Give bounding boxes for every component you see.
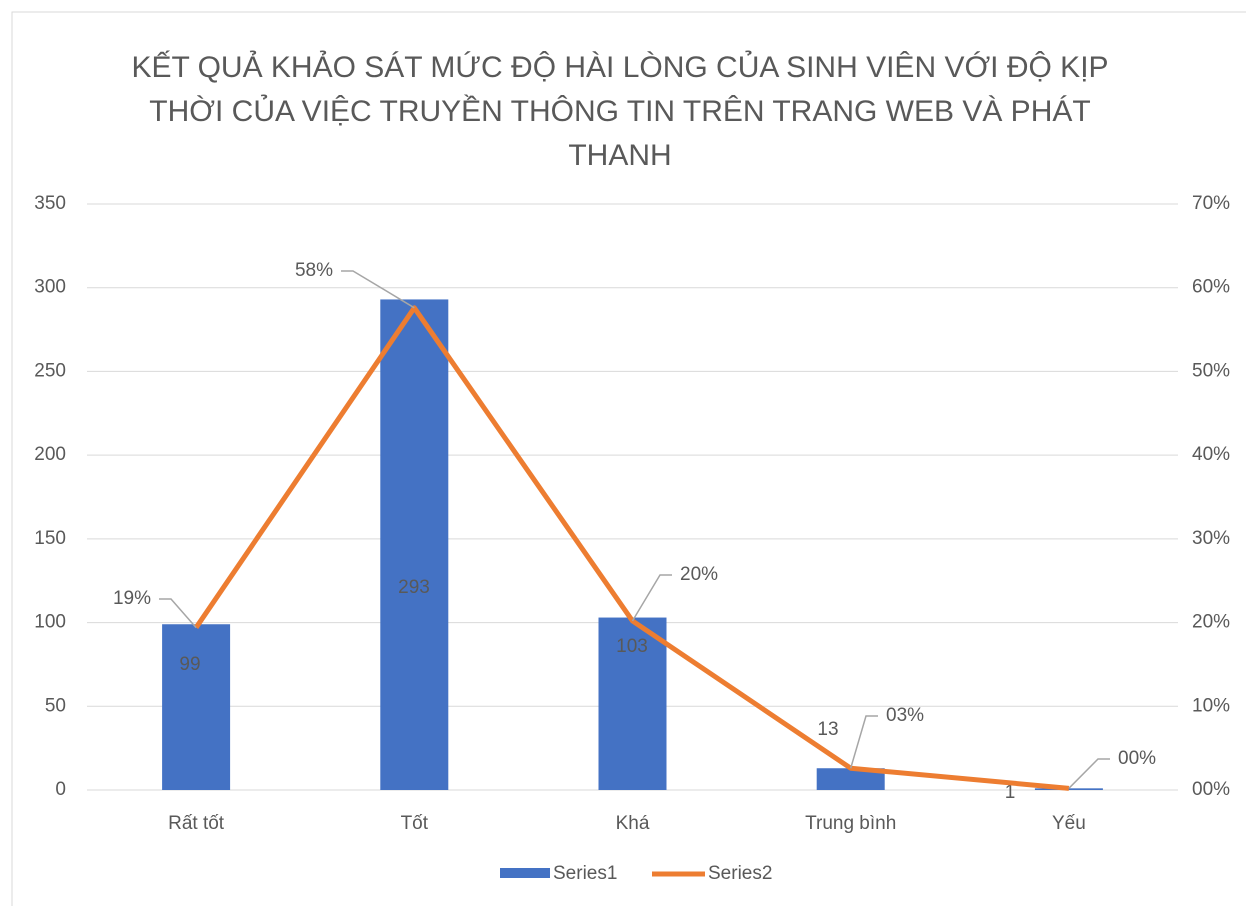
bar (162, 624, 231, 790)
data-label: 103 (616, 636, 648, 657)
leader-line (159, 598, 197, 629)
data-label: 13 (817, 719, 838, 740)
x-tick-label: Rất tốt (168, 813, 225, 834)
x-tick-label: Trung bình (805, 813, 896, 834)
chart-title: KẾT QUẢ KHẢO SÁT MỨC ĐỘ HÀI LÒNG CỦA SIN… (131, 51, 1109, 172)
leader-line (341, 270, 415, 309)
y-tick-label: 200 (34, 444, 66, 465)
x-tick-label: Khá (616, 813, 650, 834)
leader-line (849, 715, 878, 769)
data-label: 58% (295, 260, 333, 281)
y2-tick-label: 60% (1192, 277, 1230, 298)
bar (380, 299, 449, 790)
y-tick-label: 150 (34, 528, 66, 549)
legend-label: Series1 (553, 863, 617, 884)
data-label: 20% (680, 564, 718, 585)
data-label: 99 (179, 654, 200, 675)
y2-tick-label: 30% (1192, 528, 1230, 549)
bar (816, 768, 885, 790)
y-tick-label: 300 (34, 277, 66, 298)
data-label: 00% (1118, 748, 1156, 769)
data-label: 1 (1005, 782, 1016, 803)
y2-tick-label: 00% (1192, 779, 1230, 800)
data-label: 19% (113, 588, 151, 609)
y-tick-label: 100 (34, 612, 66, 633)
legend-swatch (500, 868, 550, 878)
y-tick-label: 0 (55, 779, 66, 800)
chart-border (11, 11, 1246, 906)
y2-tick-label: 70% (1192, 193, 1230, 214)
leader-line (1068, 758, 1110, 789)
data-label: 293 (398, 577, 430, 598)
legend-label: Series2 (708, 863, 772, 884)
y-tick-label: 250 (34, 360, 66, 381)
y2-tick-label: 20% (1192, 612, 1230, 633)
bar (1034, 788, 1103, 790)
leader-line (631, 574, 672, 622)
x-tick-label: Yếu (1052, 813, 1086, 834)
y-tick-label: 350 (34, 193, 66, 214)
data-label: 03% (886, 705, 924, 726)
y2-tick-label: 10% (1192, 695, 1230, 716)
y2-tick-label: 40% (1192, 444, 1230, 465)
y2-tick-label: 50% (1192, 360, 1230, 381)
x-tick-label: Tốt (401, 813, 429, 834)
y-tick-label: 50 (45, 695, 66, 716)
bar (598, 617, 667, 790)
